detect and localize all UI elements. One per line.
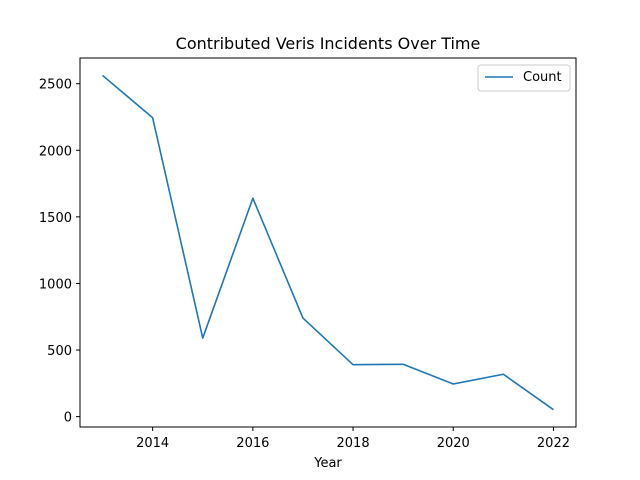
legend-label-count: Count <box>523 70 562 85</box>
x-tick-label: 2014 <box>136 436 169 451</box>
x-axis: 2014 2016 2018 2020 2022 <box>136 427 570 451</box>
x-tick-label: 2018 <box>337 436 370 451</box>
series-layer <box>102 74 554 411</box>
plot-area: 0 500 1000 1500 2000 2500 2014 2016 2018 2020 202… <box>39 57 577 451</box>
y-tick-label: 1500 <box>39 211 72 226</box>
x-tick-label: 2022 <box>537 436 570 451</box>
chart-title: Contributed Veris Incidents Over Time <box>176 34 481 53</box>
y-tick-label: 500 <box>47 344 72 359</box>
legend: Count <box>477 64 571 92</box>
y-tick-label: 0 <box>64 411 72 426</box>
x-tick-label: 2016 <box>236 436 269 451</box>
x-tick-label: 2020 <box>437 436 470 451</box>
y-tick-label: 1000 <box>39 277 72 292</box>
plot-frame <box>79 57 577 428</box>
y-axis: 0 500 1000 1500 2000 2500 <box>39 78 80 426</box>
x-axis-title: Year <box>313 456 342 471</box>
y-tick-label: 2000 <box>39 144 72 159</box>
series-line-count <box>102 74 554 411</box>
legend-box <box>477 64 571 92</box>
y-tick-label: 2500 <box>39 78 72 93</box>
